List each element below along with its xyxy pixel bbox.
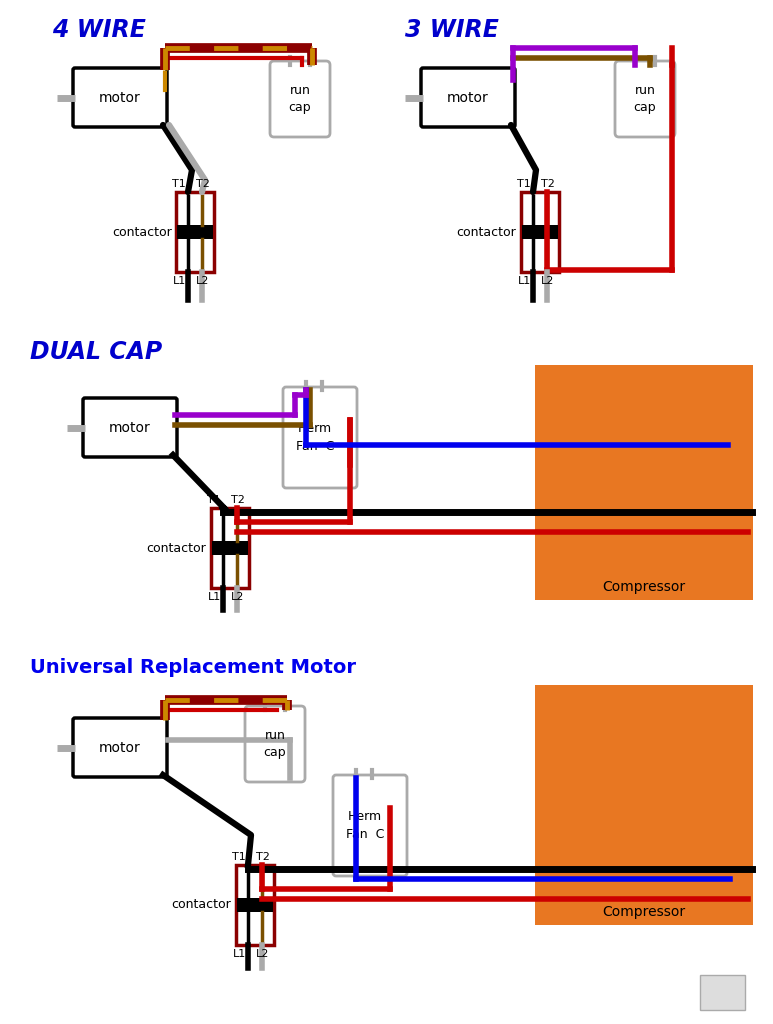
Text: run
cap: run cap [264,729,286,759]
Text: L1: L1 [172,276,186,286]
Text: L2: L2 [256,949,269,959]
Text: L2: L2 [231,592,244,602]
Text: run
cap: run cap [634,84,656,114]
Text: 3 WIRE: 3 WIRE [405,18,499,42]
Bar [237,898,273,912]
Text: run
cap: run cap [288,84,312,114]
FancyBboxPatch shape [615,61,675,137]
Text: DUAL CAP: DUAL CAP [30,340,162,364]
Bar [700,975,745,1010]
FancyBboxPatch shape [283,387,357,488]
Text: 4 WIRE: 4 WIRE [52,18,146,42]
Text: L2: L2 [196,276,209,286]
Text: contactor: contactor [172,898,231,911]
Text: contactor: contactor [146,542,206,555]
Text: L1: L1 [518,276,531,286]
FancyBboxPatch shape [421,68,515,127]
FancyBboxPatch shape [270,61,330,137]
Bar [212,541,248,555]
Bar [535,685,753,925]
Text: contactor: contactor [112,225,172,239]
Text: Herm
Fan  C: Herm Fan C [346,810,384,842]
Bar [177,225,213,239]
Text: Compressor: Compressor [602,905,686,919]
Text: L1: L1 [208,592,221,602]
Bar [522,225,558,239]
FancyBboxPatch shape [83,398,177,457]
Bar [521,193,559,272]
Text: contactor: contactor [456,225,516,239]
Text: T2: T2 [196,179,210,189]
Text: T2: T2 [541,179,555,189]
Bar [535,365,753,600]
Bar [211,508,249,588]
FancyBboxPatch shape [73,718,167,777]
Bar [236,865,274,945]
Text: T2: T2 [231,495,245,505]
Text: Universal Replacement Motor: Universal Replacement Motor [30,658,356,677]
Text: T2: T2 [256,852,270,862]
Text: T1: T1 [172,179,186,189]
Text: motor: motor [99,90,141,104]
FancyBboxPatch shape [73,68,167,127]
FancyBboxPatch shape [245,706,305,782]
Bar [176,193,214,272]
Text: L1: L1 [233,949,246,959]
Text: motor: motor [99,740,141,755]
Text: T1: T1 [517,179,531,189]
FancyBboxPatch shape [333,775,407,876]
Text: motor: motor [447,90,489,104]
Text: Compressor: Compressor [602,580,686,594]
Text: motor: motor [109,421,151,434]
Text: T1: T1 [207,495,221,505]
Text: T1: T1 [232,852,246,862]
Text: L2: L2 [541,276,554,286]
Text: Herm
Fan  C: Herm Fan C [296,422,334,454]
